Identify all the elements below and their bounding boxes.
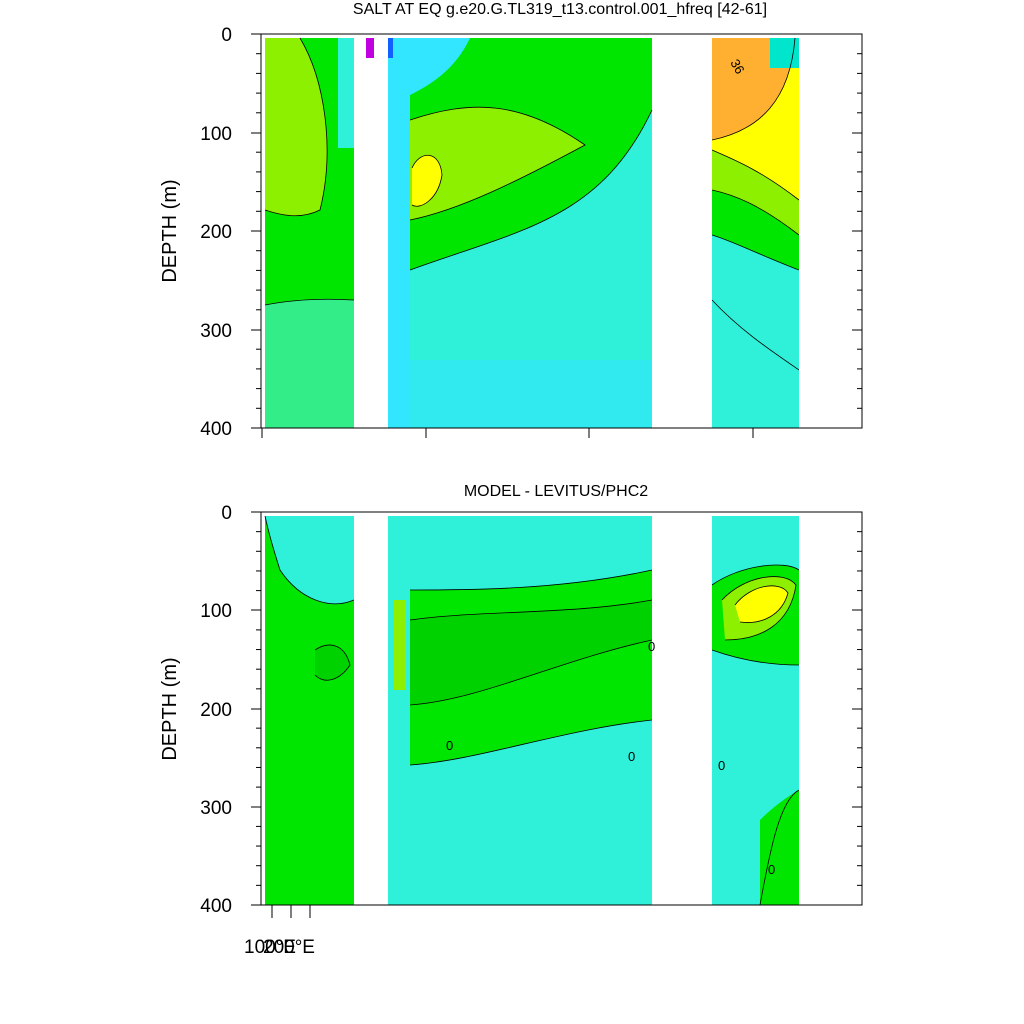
top-contour-line [409, 106, 586, 221]
bottom-contour-fill [265, 516, 799, 905]
bottom-y-tick-label: 300 [200, 798, 232, 819]
top-y-tick-label: 100 [200, 124, 232, 145]
top-contour-line [264, 37, 328, 217]
bottom-y-major-ticks [251, 511, 862, 906]
top-minor-ticks [256, 53, 862, 409]
top-y-tick-label: 200 [200, 222, 232, 243]
bottom-contour-label: 0 [768, 862, 775, 877]
top-y-axis: 0 100 200 300 400 DEPTH (m) [159, 25, 862, 440]
bottom-pac-top [410, 516, 652, 550]
bottom-contour-line [734, 585, 789, 623]
bottom-pac-dark [410, 600, 652, 705]
top-contour-line [711, 299, 800, 371]
bottom-minor-ticks [256, 531, 862, 886]
bottom-contour-label: 0 [446, 738, 453, 753]
top-west-lime [265, 38, 328, 216]
top-panel: SALT AT EQ g.e20.G.TL319_t13.control.001… [159, 1, 863, 440]
top-west-cyan-edge [338, 38, 354, 148]
bottom-panel-title: MODEL - LEVITUS/PHC2 [464, 483, 648, 500]
top-contour-line [409, 109, 653, 271]
bottom-y-tick-label: 200 [200, 700, 232, 721]
bottom-contour-line [711, 564, 800, 586]
bottom-contour-line [759, 789, 800, 906]
bottom-contour-label: 0 [648, 639, 655, 654]
top-strip-purple [366, 38, 374, 58]
top-x-ticks [261, 428, 754, 438]
top-contour-line [711, 234, 800, 271]
bottom-y-tick-label: 0 [221, 503, 232, 524]
bottom-strip-lime [394, 600, 406, 690]
bottom-west-cyan [265, 516, 354, 604]
bottom-contour-line [409, 639, 653, 706]
bottom-contour-line [711, 649, 800, 666]
bottom-atl-green-bottom [760, 790, 799, 905]
bottom-west-dark [315, 645, 350, 681]
bottom-contour-line [314, 644, 351, 681]
top-contour-line [711, 37, 796, 141]
top-pac-cyan-bottom [410, 360, 652, 428]
top-contour-fill [265, 38, 799, 428]
top-contour-label: 36 [727, 57, 747, 77]
bottom-contour-line [409, 569, 653, 591]
bottom-panel: MODEL - LEVITUS/PHC2 [159, 483, 863, 958]
bottom-x-tick-label: 100°E [244, 937, 296, 958]
bottom-contour-line [409, 599, 653, 621]
top-panel-title: SALT AT EQ g.e20.G.TL319_t13.control.001… [353, 1, 767, 18]
bottom-y-tick-label: 400 [200, 896, 232, 917]
top-contour-lines [264, 37, 800, 371]
bottom-x-tick-label: 200°E [263, 937, 315, 958]
top-contour-line [411, 154, 443, 207]
top-y-axis-label: DEPTH (m) [159, 179, 181, 282]
bottom-contour-line [264, 515, 355, 604]
bottom-contour-line [721, 576, 797, 641]
bottom-contour-line [409, 719, 653, 766]
top-contour-line [711, 189, 800, 236]
top-contour-line [264, 298, 355, 306]
top-y-tick-label: 300 [200, 321, 232, 342]
bottom-contour-label: 0 [718, 758, 725, 773]
bottom-contour-lines [264, 515, 800, 906]
top-contour-line [711, 149, 800, 201]
bottom-y-axis: 0 100 200 300 400 DEPTH (m) [159, 503, 862, 917]
bottom-strip-cyan [388, 516, 410, 905]
top-y-tick-label: 400 [200, 419, 232, 440]
top-strip-blue [388, 38, 393, 58]
bottom-y-tick-label: 100 [200, 601, 232, 622]
top-pac-yellow [412, 155, 442, 207]
top-y-major-ticks [251, 33, 862, 429]
top-strip-cyan [388, 38, 410, 428]
top-y-tick-label: 0 [221, 25, 232, 46]
bottom-contour-label: 0 [628, 749, 635, 764]
bottom-x-ticks [271, 905, 311, 918]
top-pac-cyan-corner [410, 38, 470, 95]
top-pac-lime [410, 107, 585, 220]
bottom-y-axis-label: DEPTH (m) [159, 657, 181, 760]
